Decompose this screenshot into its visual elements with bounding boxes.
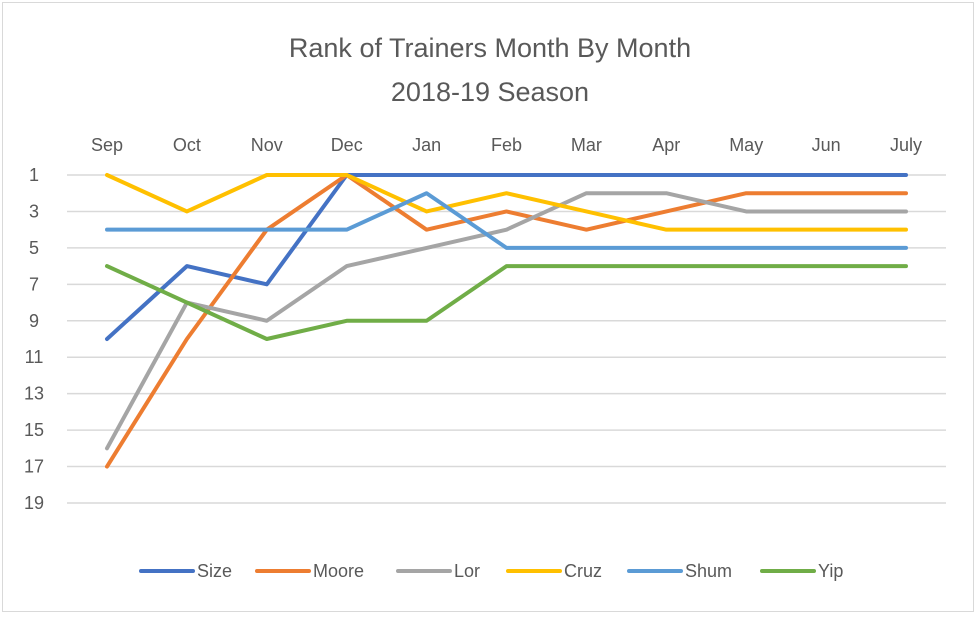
x-tick-label: Nov bbox=[251, 135, 283, 155]
chart-title: Rank of Trainers Month By Month bbox=[288, 33, 692, 63]
y-tick-label: 17 bbox=[24, 457, 44, 477]
y-tick-label: 15 bbox=[24, 420, 44, 440]
x-tick-label: Mar bbox=[571, 135, 602, 155]
y-tick-label: 9 bbox=[29, 311, 39, 331]
series-line-shum bbox=[105, 191, 908, 250]
series-line-lor bbox=[105, 191, 908, 451]
gridlines bbox=[67, 174, 946, 504]
x-tick-label: Jan bbox=[412, 135, 441, 155]
series-line-size bbox=[105, 173, 908, 341]
y-tick-label: 13 bbox=[24, 384, 44, 404]
x-tick-label: Dec bbox=[331, 135, 363, 155]
x-tick-label: Jun bbox=[812, 135, 841, 155]
legend-label-cruz: Cruz bbox=[564, 561, 602, 581]
legend-label-lor: Lor bbox=[454, 561, 480, 581]
x-tick-label: Feb bbox=[491, 135, 522, 155]
series-line-cruz bbox=[105, 173, 908, 232]
x-tick-label: Oct bbox=[173, 135, 201, 155]
series-line-yip bbox=[105, 264, 908, 341]
series-line-moore bbox=[105, 173, 908, 469]
x-tick-label: May bbox=[729, 135, 763, 155]
legend-label-shum: Shum bbox=[685, 561, 732, 581]
legend-label-moore: Moore bbox=[313, 561, 364, 581]
x-tick-label: July bbox=[890, 135, 922, 155]
y-tick-label: 19 bbox=[24, 493, 44, 513]
y-tick-label: 1 bbox=[29, 165, 39, 185]
y-tick-label: 7 bbox=[29, 274, 39, 294]
y-tick-label: 5 bbox=[29, 238, 39, 258]
legend-label-yip: Yip bbox=[818, 561, 843, 581]
y-tick-label: 3 bbox=[29, 201, 39, 221]
chart-subtitle: 2018-19 Season bbox=[390, 77, 590, 107]
chart-title-block: Rank of Trainers Month By Month 2018-19 … bbox=[0, 26, 980, 114]
x-tick-label: Apr bbox=[652, 135, 680, 155]
x-tick-label: Sep bbox=[91, 135, 123, 155]
legend-label-size: Size bbox=[197, 561, 232, 581]
chart-frame bbox=[2, 2, 974, 612]
y-tick-label: 11 bbox=[25, 347, 44, 367]
